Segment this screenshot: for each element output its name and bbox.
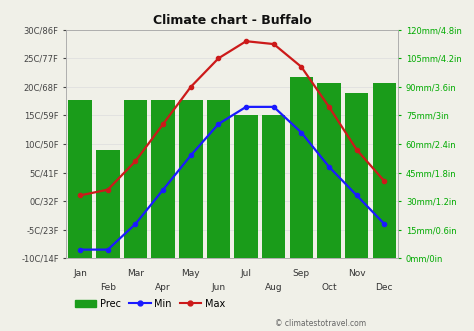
Bar	[96, 150, 119, 258]
Text: © climatestotravel.com: © climatestotravel.com	[275, 319, 366, 328]
Bar	[317, 83, 341, 258]
Bar	[234, 116, 258, 258]
Title: Climate chart - Buffalo: Climate chart - Buffalo	[153, 14, 311, 27]
Text: May: May	[182, 269, 200, 278]
Bar	[345, 93, 368, 258]
Text: Oct: Oct	[321, 283, 337, 292]
Bar	[179, 100, 202, 258]
Legend: Prec, Min, Max: Prec, Min, Max	[71, 295, 229, 313]
Bar	[151, 100, 175, 258]
Text: Apr: Apr	[155, 283, 171, 292]
Text: Feb: Feb	[100, 283, 116, 292]
Bar	[290, 77, 313, 258]
Bar	[262, 116, 285, 258]
Bar	[68, 100, 92, 258]
Text: Jan: Jan	[73, 269, 87, 278]
Text: Dec: Dec	[375, 283, 393, 292]
Text: Jun: Jun	[211, 283, 226, 292]
Text: Jul: Jul	[241, 269, 252, 278]
Bar	[124, 100, 147, 258]
Text: Mar: Mar	[127, 269, 144, 278]
Bar	[207, 100, 230, 258]
Text: Aug: Aug	[265, 283, 283, 292]
Text: Sep: Sep	[293, 269, 310, 278]
Bar	[373, 83, 396, 258]
Text: Nov: Nov	[348, 269, 365, 278]
